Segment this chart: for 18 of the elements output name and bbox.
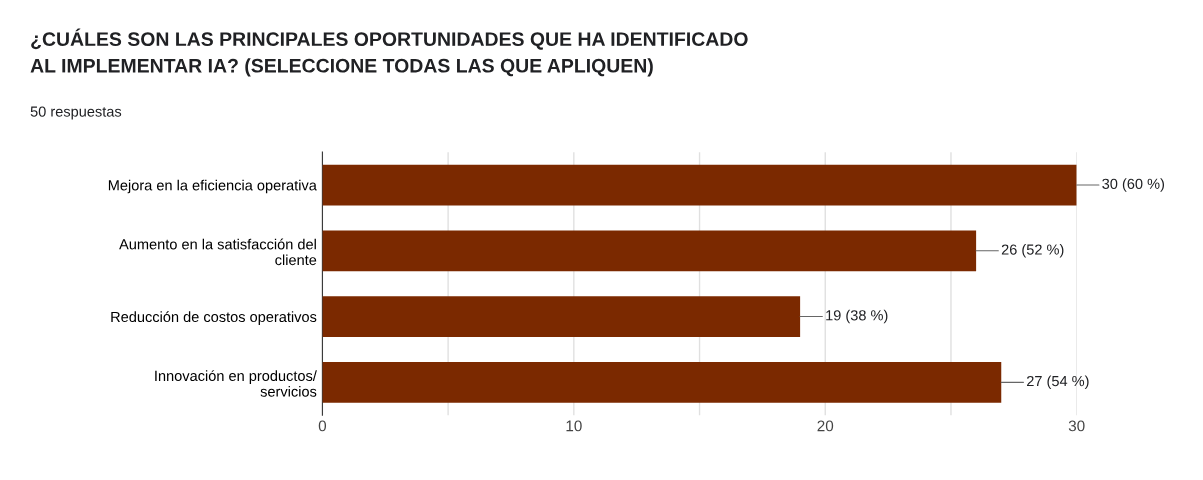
y-tick-label: Mejora en la eficiencia operativa bbox=[108, 179, 317, 194]
text: 50 respuestas bbox=[30, 106, 122, 120]
data-label: 26 (52 %) bbox=[1001, 244, 1064, 258]
x-tick-label: 0 bbox=[318, 420, 327, 432]
bar bbox=[322, 164, 1077, 206]
x-tick-label: 30 bbox=[1068, 420, 1085, 432]
y-tick-label: Innovación en productos/ servicios bbox=[155, 370, 317, 397]
x-tick-label: 10 bbox=[566, 420, 582, 432]
x-tick-label: 20 bbox=[817, 420, 834, 432]
bar bbox=[322, 361, 1002, 403]
y-tick-label: Aumento en la satisfacción del cliente bbox=[119, 238, 317, 266]
data-label: 19 (38 %) bbox=[826, 309, 888, 324]
data-label: 30 (60 %) bbox=[1102, 178, 1165, 192]
chart-title: ¿CUÁLES SON LAS PRINCIPALES OPORTUNIDADES QUE HA IDENTIFICADO AL IMPLEMENTAR IA? (SELECCIONE TODAS LAS QUE APLIQUEN) bbox=[30, 28, 748, 77]
bar bbox=[322, 296, 801, 337]
data-label: 27 (54 %) bbox=[1026, 375, 1089, 390]
bar bbox=[322, 230, 977, 272]
y-tick-label: Reducción de costos operativos bbox=[111, 311, 317, 325]
